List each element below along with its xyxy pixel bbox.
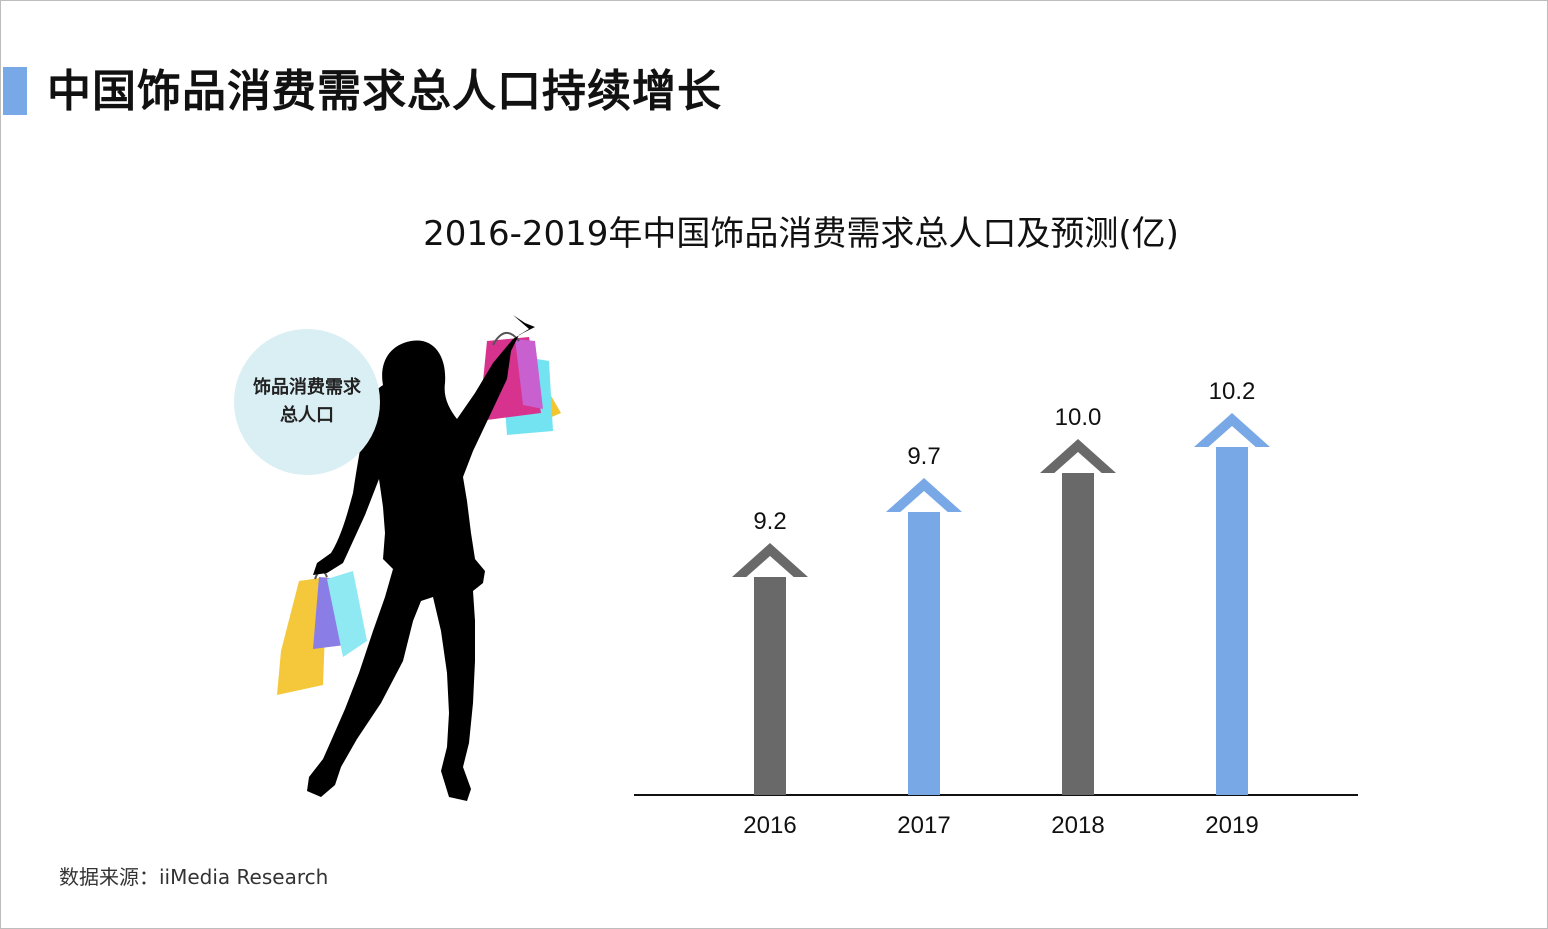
bar-2016	[754, 577, 786, 795]
x-tick-label-2017: 2017	[897, 812, 950, 839]
data-label-2018: 10.0	[1055, 404, 1102, 431]
chart-title: 2016-2019年中国饰品消费需求总人口及预测(亿)	[423, 214, 1179, 254]
arrow-head-2017	[886, 478, 962, 512]
shopping-bag-yellow-bottom	[277, 577, 327, 695]
x-tick-label-2016: 2016	[743, 812, 796, 839]
data-label-2017: 9.7	[907, 443, 940, 470]
arrow-head-2019	[1194, 413, 1270, 447]
bar-chart: 9.2 2016 9.7 2017 10.0 2018 10.2 2019	[634, 378, 1358, 839]
bar-2019	[1216, 447, 1248, 795]
x-tick-label-2019: 2019	[1205, 812, 1258, 839]
bubble-callout: 饰品消费需求总人口	[234, 329, 380, 475]
bar-2017	[908, 512, 940, 795]
shopping-bag-cyan-bottom	[327, 571, 367, 657]
arrow-head-2018	[1040, 439, 1116, 473]
page-title: 中国饰品消费需求总人口持续增长	[47, 66, 722, 117]
x-tick-label-2018: 2018	[1051, 812, 1104, 839]
bubble-label: 饰品消费需求总人口	[253, 377, 361, 426]
data-source: 数据来源：iiMedia Research	[59, 865, 329, 889]
title-accent-bar	[3, 67, 27, 115]
data-label-2019: 10.2	[1209, 378, 1256, 405]
bar-2018	[1062, 473, 1094, 795]
data-label-2016: 9.2	[753, 508, 786, 535]
shopping-bag-purple-top	[515, 339, 543, 409]
arrow-head-2016	[732, 543, 808, 577]
